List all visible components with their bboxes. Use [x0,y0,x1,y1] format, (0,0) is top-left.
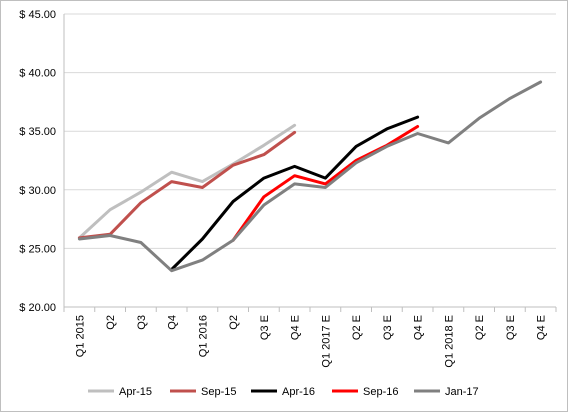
gridlines [64,13,556,249]
x-tick-label: Q4 E [413,315,425,340]
x-tick-label: Q1 2018 E [443,315,455,368]
x-tick-label: Q4 E [536,315,548,340]
series-lines [77,80,543,273]
legend: Apr-15 Sep-15 Apr-16 Sep-16 Jan-17 [88,386,479,398]
x-tick-label: Q3 [136,315,148,330]
x-tick-label: Q2 [228,315,240,330]
y-tick-label: $ 35.00 [19,126,56,138]
legend-label: Apr-15 [119,386,152,398]
y-tick-label: $ 30.00 [19,185,56,197]
series-line-sep-15 [77,130,297,240]
y-tick-label: $ 45.00 [19,9,56,21]
series-line-apr-16 [170,115,420,271]
x-tick-label: Q1 2016 [197,315,209,357]
x-tick-labels: Q1 2015 Q2 Q3 Q4 Q1 2016 Q2 Q3 E Q4 E Q1 2017 E Q… [74,315,547,368]
legend-label: Apr-16 [282,386,315,398]
legend-label: Sep-16 [363,386,398,398]
legend-label: Sep-15 [201,386,236,398]
x-tick-label: Q2 E [351,315,363,340]
y-tick-label: $ 20.00 [19,302,56,314]
x-tick-label: Q4 [167,315,179,330]
y-tick-label: $ 40.00 [19,68,56,80]
y-tick-label: $ 25.00 [19,243,56,255]
x-tick-label: Q3 E [382,315,394,340]
x-tick-label: Q1 2015 [74,315,86,357]
x-tick-label: Q3 E [505,315,517,340]
axes [63,14,557,312]
legend-label: Jan-17 [445,386,479,398]
series-line-jan-17 [77,80,543,273]
x-tick-label: Q1 2017 E [320,315,332,368]
series-line-apr-15 [77,123,297,240]
x-tick-label: Q2 E [474,315,486,340]
x-tick-label: Q4 E [290,315,302,340]
x-tick-label: Q3 E [259,315,271,340]
y-tick-labels: $ 20.00 $ 25.00 $ 30.00 $ 35.00 $ 40.00 $ 45.… [19,9,56,314]
x-tick-label: Q2 [105,315,117,330]
